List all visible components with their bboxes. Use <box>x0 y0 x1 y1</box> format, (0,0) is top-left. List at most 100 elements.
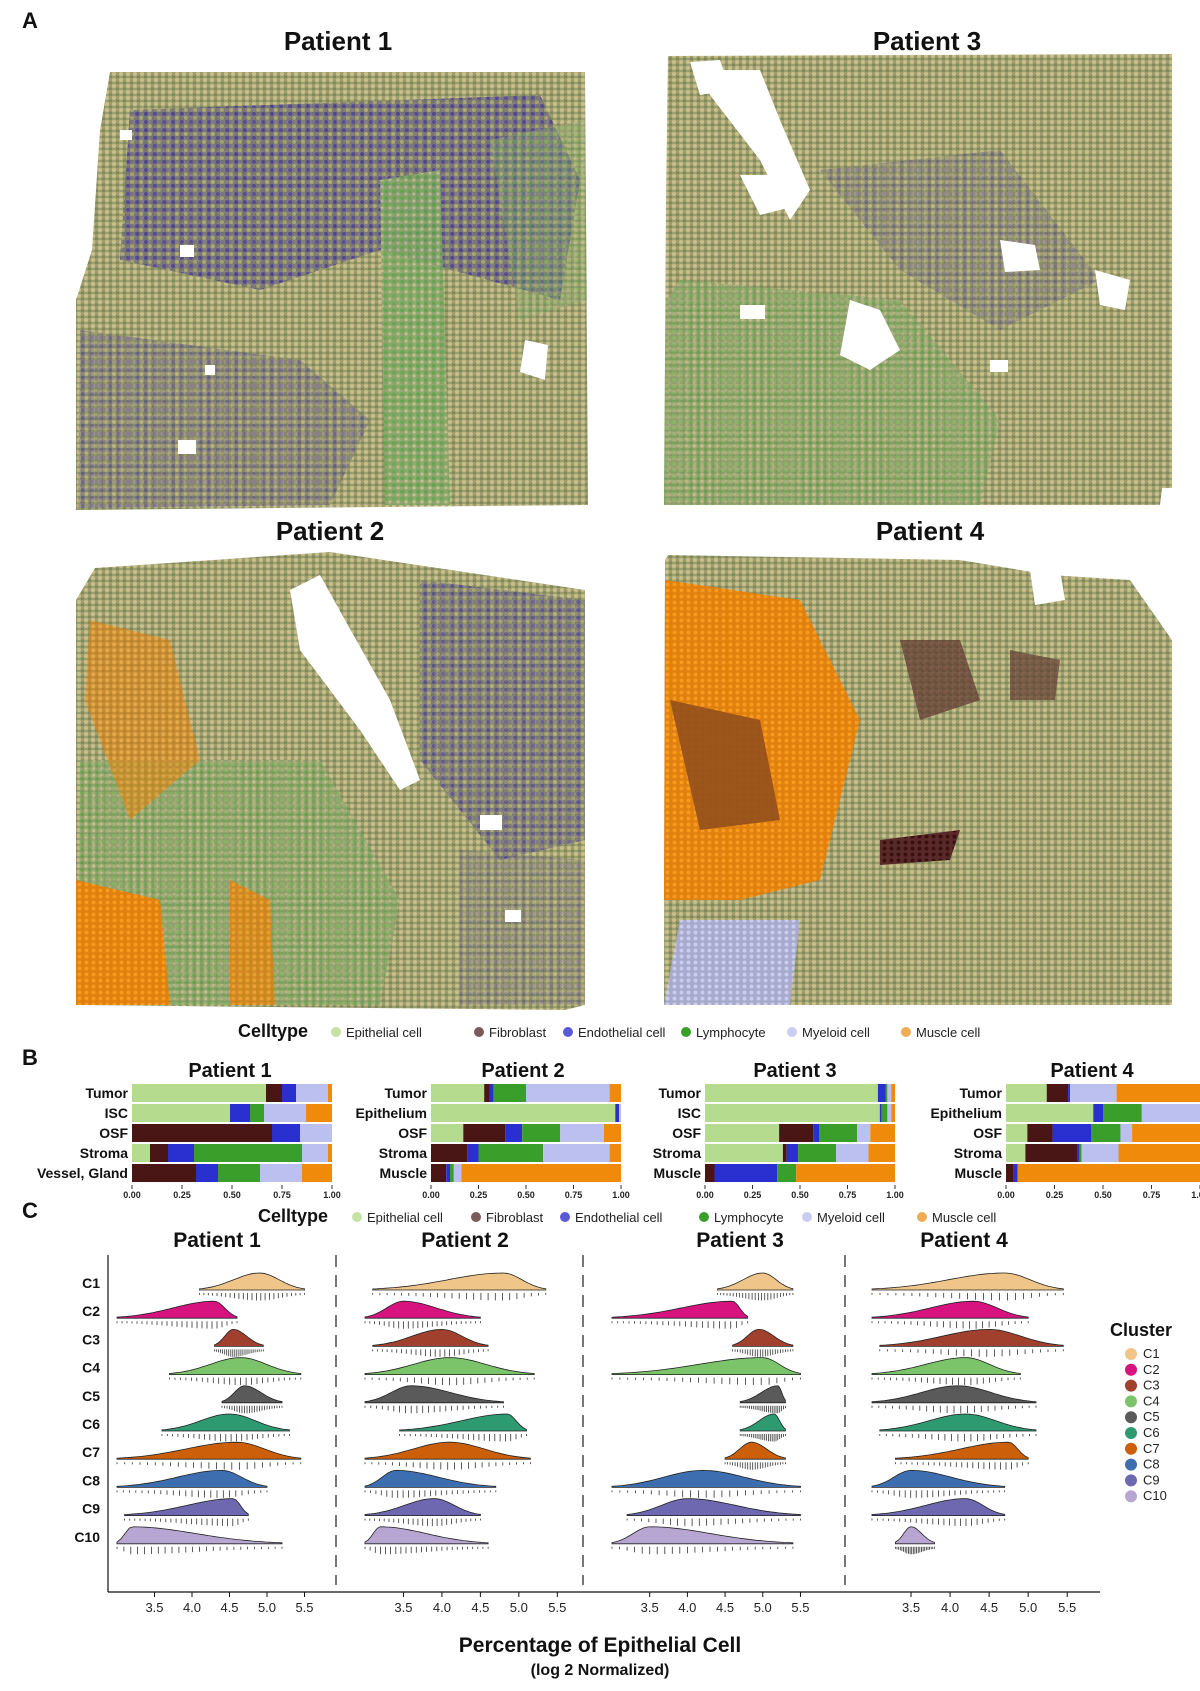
bar-segment-endothelial-cell <box>877 1084 886 1102</box>
panel-label-b: B <box>22 1045 38 1070</box>
bar-row-label-muscle: Muscle <box>380 1165 428 1181</box>
legend-b-fibroblast: Fibroblast <box>486 1210 543 1225</box>
legend-b-muscle-cell: Muscle cell <box>932 1210 996 1225</box>
ridge-rug-patient-2-c1 <box>372 1293 547 1301</box>
bar-segment-epithelial-cell <box>132 1144 150 1162</box>
ridge-x-tick-label: 4.0 <box>433 1600 451 1615</box>
ridge-rug-patient-1-c6 <box>161 1434 290 1442</box>
ridge-rug-patient-4-c9 <box>871 1518 1006 1527</box>
bar-segment-myeloid-cell <box>543 1144 610 1162</box>
ridge-x-tick-label: 5.0 <box>754 1600 772 1615</box>
bar-row-label-muscle: Muscle <box>654 1165 702 1181</box>
bar-segment-muscle-cell <box>302 1164 332 1182</box>
legend-b-swatch-epithelial-cell <box>352 1212 362 1222</box>
ridge-x-tick-label: 5.0 <box>258 1600 276 1615</box>
bar-segment-endothelial-cell <box>615 1104 620 1122</box>
cluster-legend-swatch-c6 <box>1125 1427 1137 1439</box>
bar-segment-fibroblast <box>266 1084 282 1102</box>
ridge-rug-patient-4-c10 <box>895 1546 935 1555</box>
legend-a: Celltype Epithelial cell Fibroblast Endo… <box>238 1021 980 1041</box>
bar-segment-muscle-cell <box>870 1124 895 1142</box>
legend-a-swatch-endothelial-cell <box>563 1027 573 1037</box>
bar-segment-myeloid-cell <box>887 1084 892 1102</box>
ridge-patient-2-c8 <box>364 1469 497 1488</box>
bar-row-label-stroma: Stroma <box>954 1145 1002 1161</box>
ridge-rug-patient-2-c6 <box>399 1434 527 1442</box>
map-title-patient-4: Patient 4 <box>876 516 985 546</box>
ridge-patient-2-c2 <box>364 1300 481 1319</box>
bar-panel-title-patient-4: Patient 4 <box>1050 1060 1134 1082</box>
ridge-rug-patient-1-c7 <box>116 1462 302 1470</box>
cluster-legend-swatch-c10 <box>1125 1490 1137 1503</box>
ridge-rug-patient-4-c7 <box>895 1462 1029 1470</box>
cluster-legend-swatch-c1 <box>1125 1348 1137 1360</box>
cluster-legend-c4: C4 <box>1143 1393 1160 1408</box>
bar-row-label-tumor: Tumor <box>85 1085 128 1101</box>
ridge-patient-2-c10 <box>364 1526 489 1545</box>
ridge-x-tick-label: 3.5 <box>641 1600 659 1615</box>
bar-segment-endothelial-cell <box>196 1164 218 1182</box>
bar-row-label-tumor: Tumor <box>658 1085 701 1101</box>
bar-segment-epithelial-cell <box>431 1124 464 1142</box>
bar-segment-muscle-cell <box>891 1104 895 1122</box>
ridge-patient-4-c5 <box>871 1385 1037 1404</box>
ridge-facet-title-patient-2: Patient 2 <box>421 1229 509 1252</box>
bar-x-tick-label: 1.00 <box>612 1190 630 1200</box>
bar-segment-fibroblast <box>484 1084 490 1102</box>
ridge-patient-1-c5 <box>221 1385 283 1404</box>
bar-segment-muscle-cell <box>328 1144 332 1162</box>
bar-x-tick-label: 0.25 <box>470 1190 488 1200</box>
bar-x-tick-label: 0.75 <box>273 1190 291 1200</box>
bar-segment-endothelial-cell <box>1013 1164 1018 1182</box>
bar-x-tick-label: 0.50 <box>517 1190 535 1200</box>
bar-segment-epithelial-cell <box>1006 1124 1028 1142</box>
bar-segment-lymphocyte <box>478 1144 544 1162</box>
bar-segment-endothelial-cell <box>505 1124 523 1142</box>
ridge-x-tick-label: 5.0 <box>510 1600 528 1615</box>
bar-segment-myeloid-cell <box>1120 1124 1133 1142</box>
bar-segment-fibroblast <box>1027 1124 1053 1142</box>
ridge-x-tick-label: 4.0 <box>183 1600 201 1615</box>
bar-segment-myeloid-cell <box>1081 1144 1119 1162</box>
bar-segment-fibroblast <box>1025 1144 1078 1162</box>
bar-segment-lymphocyte <box>1103 1104 1142 1122</box>
bar-row-label-stroma: Stroma <box>653 1145 701 1161</box>
ridge-rug-patient-2-c9 <box>364 1518 481 1527</box>
ridge-patient-1-c4 <box>169 1357 302 1375</box>
legend-b-lymphocyte: Lymphocyte <box>714 1210 784 1225</box>
ridge-rug-patient-2-c4 <box>364 1377 535 1386</box>
bar-segment-fibroblast <box>431 1144 468 1162</box>
ridge-row-label-c7: C7 <box>82 1444 100 1460</box>
legend-a-muscle-cell: Muscle cell <box>916 1025 980 1040</box>
bar-panel-title-patient-3: Patient 3 <box>753 1060 836 1082</box>
bar-segment-fibroblast <box>782 1144 787 1162</box>
legend-a-swatch-muscle-cell <box>901 1027 911 1037</box>
bar-segment-lymphocyte <box>881 1104 888 1122</box>
ridge-row-label-c2: C2 <box>82 1303 100 1319</box>
ridge-rug-patient-4-c8 <box>871 1490 1006 1498</box>
bar-segment-endothelial-cell <box>446 1164 450 1182</box>
bar-row-label-osf: OSF <box>973 1125 1002 1141</box>
bar-segment-fibroblast <box>132 1164 196 1182</box>
ridge-rug-patient-3-c3 <box>732 1349 794 1357</box>
legend-b-swatch-fibroblast <box>471 1212 481 1222</box>
legend-a-lymphocyte: Lymphocyte <box>696 1025 766 1040</box>
ridge-patient-4-c6 <box>879 1413 1037 1432</box>
bar-segment-endothelial-cell <box>714 1164 778 1182</box>
bar-row-label-osf: OSF <box>398 1125 427 1141</box>
bar-segment-endothelial-cell <box>282 1084 296 1102</box>
bar-row-label-epithelium: Epithelium <box>930 1105 1002 1121</box>
legend-a-fibroblast: Fibroblast <box>489 1025 546 1040</box>
bar-x-tick-label: 0.75 <box>1143 1190 1161 1200</box>
ridge-facet-title-patient-4: Patient 4 <box>920 1229 1008 1252</box>
bar-x-tick-label: 0.50 <box>1094 1190 1112 1200</box>
ridge-patient-1-c6 <box>161 1413 290 1432</box>
bar-segment-lymphocyte <box>885 1084 888 1102</box>
ridge-x-tick-label: 3.5 <box>145 1600 163 1615</box>
bar-segment-myeloid-cell <box>619 1104 621 1122</box>
ridge-x-axis-title: Percentage of Epithelial Cell <box>459 1634 741 1657</box>
ridge-patient-4-c4 <box>871 1357 1021 1375</box>
bar-segment-lymphocyte <box>250 1104 264 1122</box>
ridge-patient-4-c10 <box>895 1526 935 1545</box>
